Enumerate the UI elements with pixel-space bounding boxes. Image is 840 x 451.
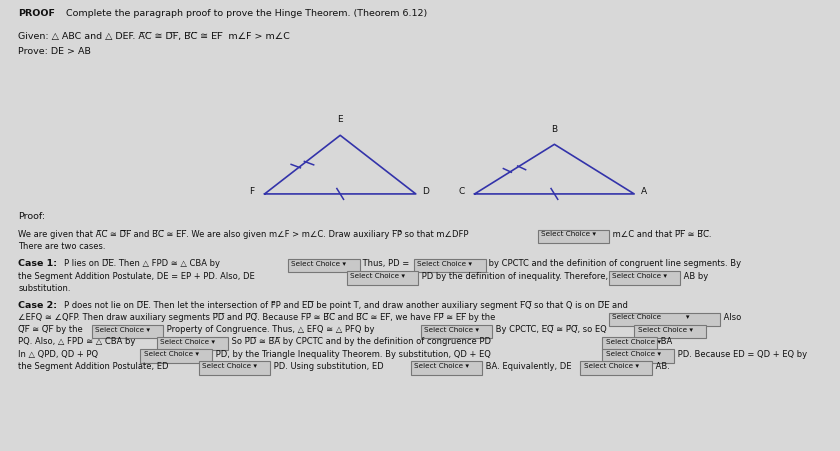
- Text: PQ. Also, △ FPD ≅ △ CBA by: PQ. Also, △ FPD ≅ △ CBA by: [18, 337, 139, 346]
- FancyBboxPatch shape: [538, 230, 609, 243]
- Text: Case 1:: Case 1:: [18, 259, 60, 268]
- Text: By CPCTC, E̅Q̅ ≅ P̅Q̅, so EQ: By CPCTC, E̅Q̅ ≅ P̅Q̅, so EQ: [493, 325, 610, 334]
- Text: PD, by the Triangle Inequality Theorem. By substitution, QD + EQ: PD, by the Triangle Inequality Theorem. …: [213, 350, 493, 359]
- FancyBboxPatch shape: [140, 349, 212, 363]
- Text: PD. Because ED = QD + EQ by: PD. Because ED = QD + EQ by: [675, 350, 806, 359]
- FancyBboxPatch shape: [414, 259, 486, 272]
- FancyBboxPatch shape: [288, 259, 360, 272]
- Text: Select Choice ▾: Select Choice ▾: [417, 261, 472, 267]
- Text: substitution.: substitution.: [18, 284, 71, 293]
- Text: P does not lie on D̅E̅. Then let the intersection of F⃗P and E̅D̅ be point T, an: P does not lie on D̅E̅. Then let the int…: [64, 301, 627, 310]
- Text: Select Choice ▾: Select Choice ▾: [541, 231, 596, 237]
- Text: the Segment Addition Postulate, DE = EP + PD. Also, DE: the Segment Addition Postulate, DE = EP …: [18, 272, 258, 281]
- Text: Select Choice ▾: Select Choice ▾: [606, 339, 660, 345]
- Text: Select Choice ▾: Select Choice ▾: [584, 363, 638, 369]
- Text: F: F: [249, 187, 255, 196]
- Text: E: E: [338, 115, 343, 124]
- Text: There are two cases.: There are two cases.: [18, 242, 106, 251]
- Text: Select Choice ▾: Select Choice ▾: [350, 273, 405, 279]
- Text: In △ QPD, QD + PQ: In △ QPD, QD + PQ: [18, 350, 102, 359]
- Text: Select Choice ▾: Select Choice ▾: [291, 261, 346, 267]
- Text: P lies on D̅E̅. Then △ FPD ≅ △ CBA by: P lies on D̅E̅. Then △ FPD ≅ △ CBA by: [64, 259, 223, 268]
- FancyBboxPatch shape: [347, 271, 418, 285]
- FancyBboxPatch shape: [609, 313, 720, 326]
- Text: Proof:: Proof:: [18, 212, 45, 221]
- Text: Select Choice ▾: Select Choice ▾: [144, 351, 198, 357]
- Text: PROOF: PROOF: [18, 9, 55, 18]
- FancyBboxPatch shape: [580, 361, 652, 375]
- Text: B: B: [551, 125, 558, 134]
- Text: Property of Congruence. Thus, △ EFQ ≅ △ PFQ by: Property of Congruence. Thus, △ EFQ ≅ △ …: [164, 325, 377, 334]
- Text: C: C: [459, 187, 465, 196]
- Text: Select Choice ▾: Select Choice ▾: [202, 363, 257, 369]
- FancyBboxPatch shape: [199, 361, 270, 375]
- Text: Select Choice           ▾: Select Choice ▾: [612, 314, 690, 320]
- Text: AB.: AB.: [653, 362, 669, 371]
- FancyBboxPatch shape: [602, 337, 657, 350]
- Text: Case 2:: Case 2:: [18, 301, 60, 310]
- Text: D: D: [423, 187, 429, 196]
- Text: Select Choice ▾: Select Choice ▾: [606, 351, 660, 357]
- Text: PD by the definition of inequality. Therefore, DE: PD by the definition of inequality. Ther…: [419, 272, 625, 281]
- Text: by CPCTC and the definition of congruent line segments. By: by CPCTC and the definition of congruent…: [486, 259, 742, 268]
- Text: PD. Using substitution, ED: PD. Using substitution, ED: [271, 362, 386, 371]
- Text: m∠C and that P̅F̅ ≅ B̅C̅.: m∠C and that P̅F̅ ≅ B̅C̅.: [610, 230, 711, 239]
- Text: ∠EFQ ≅ ∠QFP. Then draw auxiliary segments P̅D̅ and P̅Q̅. Because F̅P̅ ≅ B̅C̅ and: ∠EFQ ≅ ∠QFP. Then draw auxiliary segment…: [18, 313, 498, 322]
- Text: We are given that A̅C̅ ≅ D̅F̅ and B̅C̅ ≅ E̅F̅. We are also given m∠F > m∠C. Draw: We are given that A̅C̅ ≅ D̅F̅ and B̅C̅ ≅…: [18, 230, 471, 239]
- Text: Prove: DE > AB: Prove: DE > AB: [18, 47, 92, 56]
- Text: So P̅D̅ ≅ B̅A̅ by CPCTC and by the definition of congruence PD: So P̅D̅ ≅ B̅A̅ by CPCTC and by the defin…: [229, 337, 494, 346]
- Text: Given: △ ABC and △ DEF. A̅C̅ ≅ D̅F̅, B̅C̅ ≅ E̅F̅  m∠F > m∠C: Given: △ ABC and △ DEF. A̅C̅ ≅ D̅F̅, B̅C…: [18, 32, 291, 41]
- Text: A: A: [641, 187, 647, 196]
- Text: Select Choice ▾: Select Choice ▾: [414, 363, 469, 369]
- Text: Select Choice ▾: Select Choice ▾: [95, 327, 150, 332]
- Text: AB by: AB by: [681, 272, 708, 281]
- Text: Select Choice ▾: Select Choice ▾: [638, 327, 692, 332]
- FancyBboxPatch shape: [634, 325, 706, 338]
- Text: BA: BA: [658, 337, 672, 346]
- Text: Select Choice ▾: Select Choice ▾: [160, 339, 215, 345]
- FancyBboxPatch shape: [92, 325, 163, 338]
- Text: Complete the paragraph proof to prove the Hinge Theorem. (Theorem 6.12): Complete the paragraph proof to prove th…: [63, 9, 428, 18]
- Text: Select Choice ▾: Select Choice ▾: [612, 273, 667, 279]
- Text: Q̅F̅ ≅ Q̅F̅ by the: Q̅F̅ ≅ Q̅F̅ by the: [18, 325, 86, 334]
- FancyBboxPatch shape: [602, 349, 674, 363]
- Text: the Segment Addition Postulate, ED: the Segment Addition Postulate, ED: [18, 362, 171, 371]
- Text: BA. Equivalently, DE: BA. Equivalently, DE: [483, 362, 574, 371]
- Text: Select Choice ▾: Select Choice ▾: [424, 327, 479, 332]
- FancyBboxPatch shape: [157, 337, 228, 350]
- FancyBboxPatch shape: [411, 361, 482, 375]
- Text: Also: Also: [721, 313, 741, 322]
- FancyBboxPatch shape: [421, 325, 492, 338]
- Text: Thus, PD =: Thus, PD =: [360, 259, 412, 268]
- FancyBboxPatch shape: [609, 271, 680, 285]
